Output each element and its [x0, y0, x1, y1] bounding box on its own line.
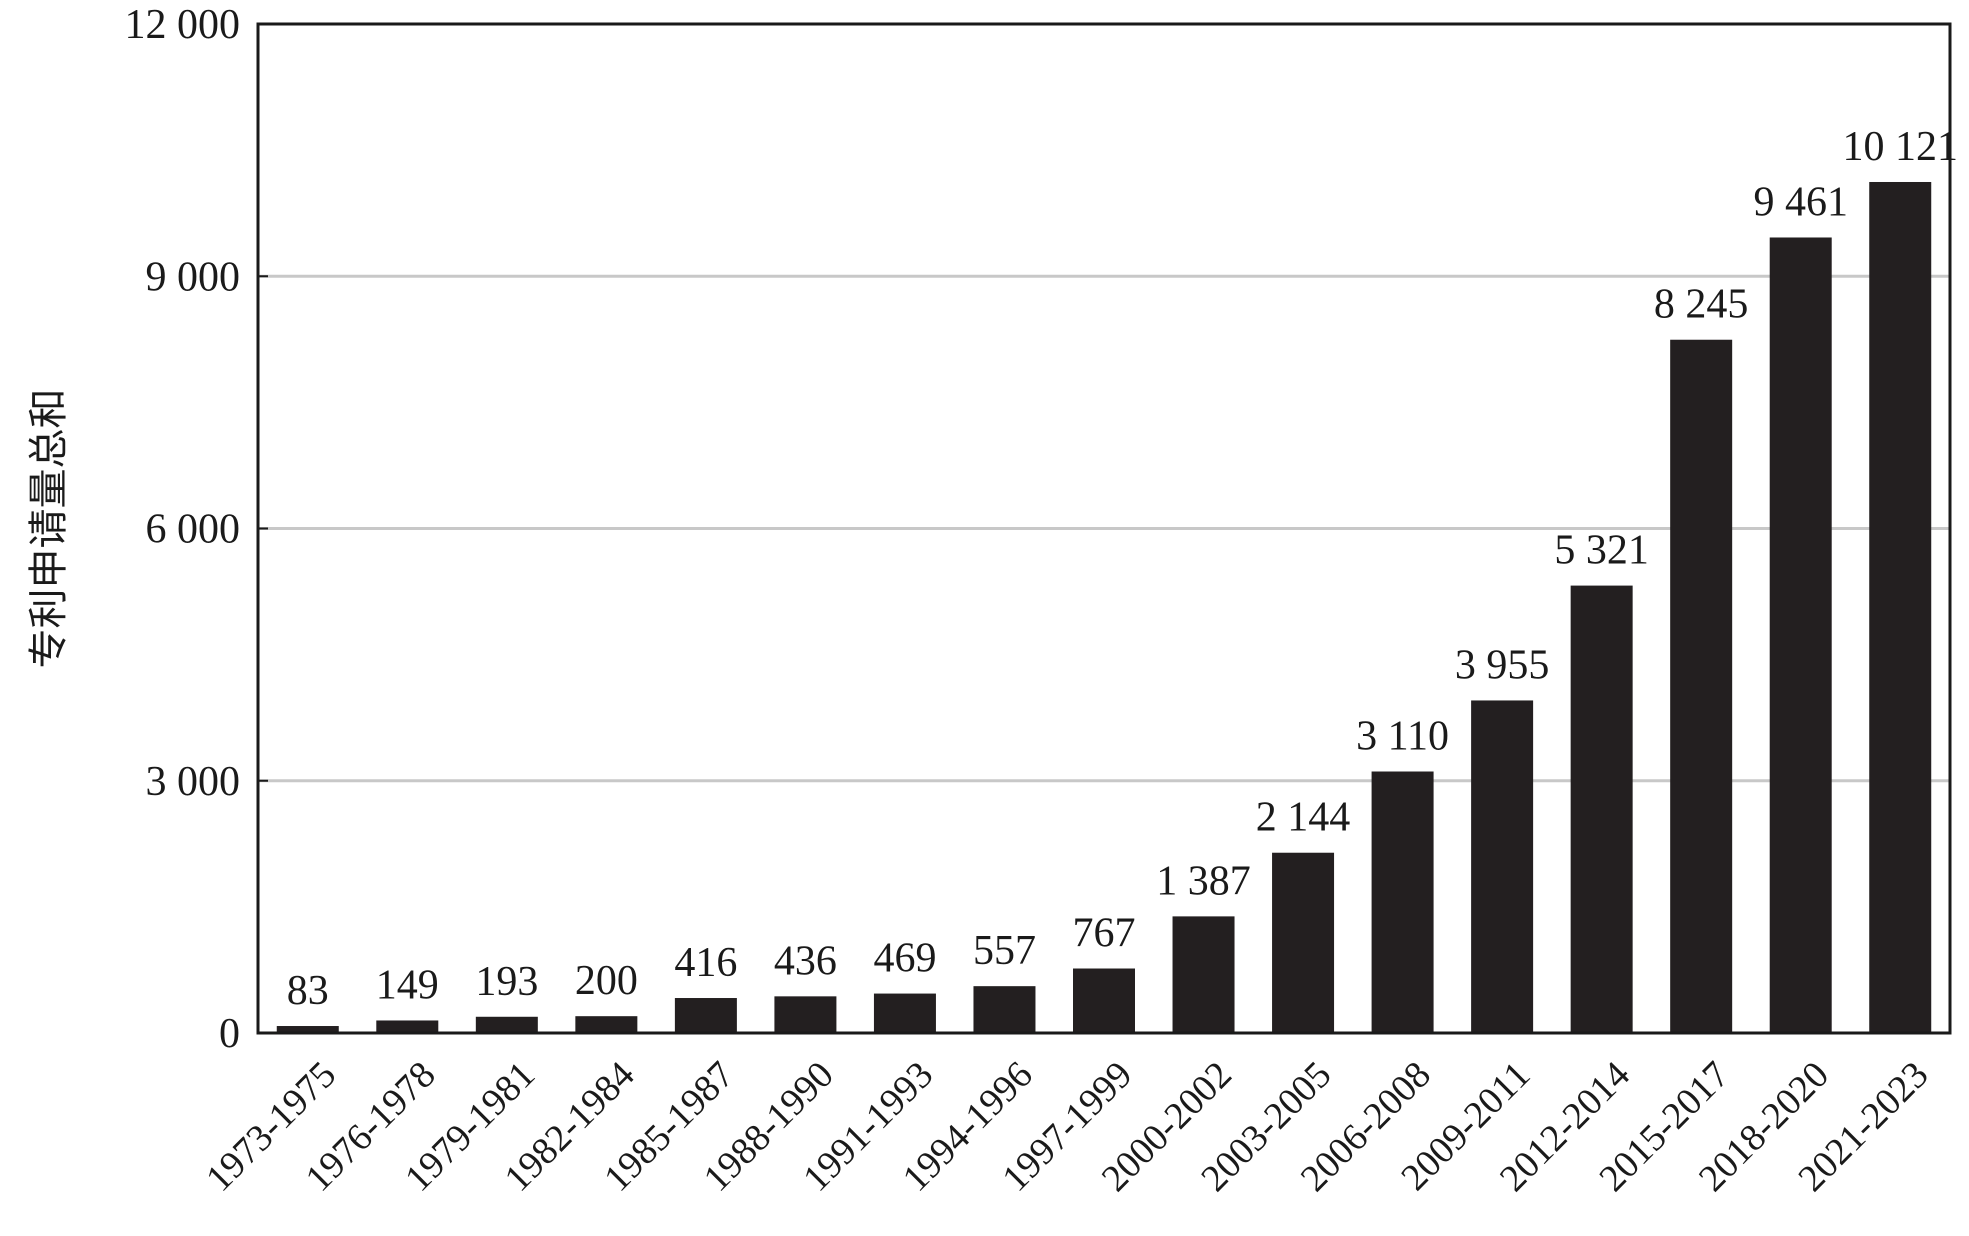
grid-lines: [258, 274, 1950, 783]
bar-value-label: 3 110: [1356, 714, 1449, 760]
bar-value-label: 469: [873, 936, 936, 982]
y-tick-label: 9 000: [146, 254, 241, 300]
bar-value-label: 5 321: [1554, 528, 1649, 574]
y-tick-label: 3 000: [146, 759, 241, 805]
y-axis-ticks: 0 3 000 6 000 9 000 12 000: [125, 2, 268, 1057]
bars: [276, 181, 1932, 1034]
bar: [276, 1026, 339, 1033]
bar-value-label: 200: [575, 958, 638, 1004]
y-tick-label: 0: [219, 1011, 240, 1057]
bar: [475, 1016, 538, 1033]
bar-value-label: 557: [973, 928, 1036, 974]
bar-value-label: 10 121: [1842, 124, 1958, 170]
bar: [1670, 339, 1733, 1033]
bar: [1073, 968, 1135, 1033]
bar: [774, 996, 837, 1033]
bar-value-label: 8 245: [1654, 282, 1749, 328]
bar-value-label: 193: [475, 959, 538, 1005]
bar: [973, 986, 1036, 1033]
bar: [1769, 237, 1832, 1034]
bar-value-label: 767: [1073, 911, 1136, 957]
bar: [1471, 700, 1534, 1033]
bar-value-label: 83: [287, 968, 329, 1014]
bar-value-label: 3 955: [1455, 642, 1550, 688]
bar-value-label: 9 461: [1753, 179, 1848, 225]
bar: [1869, 181, 1932, 1034]
bar: [575, 1016, 638, 1033]
y-tick-label: 6 000: [146, 507, 241, 553]
bar: [1371, 771, 1434, 1033]
bar: [376, 1020, 439, 1033]
y-axis-title: 专利申请量总和: [26, 389, 72, 669]
bar: [1172, 916, 1235, 1033]
y-tick-label: 12 000: [125, 2, 241, 48]
bar-value-label: 2 144: [1256, 795, 1351, 841]
bar-value-label: 436: [774, 938, 837, 984]
x-axis-ticks: 1973-19751976-19781979-19811982-19841985…: [198, 1054, 1937, 1200]
bar-value-label: 416: [674, 940, 737, 986]
bar: [1570, 585, 1633, 1033]
bar: [674, 998, 737, 1033]
bar-value-label: 1 387: [1156, 858, 1251, 904]
bar-value-label: 149: [376, 962, 439, 1008]
bar: [873, 993, 936, 1033]
bar: [1272, 852, 1335, 1033]
